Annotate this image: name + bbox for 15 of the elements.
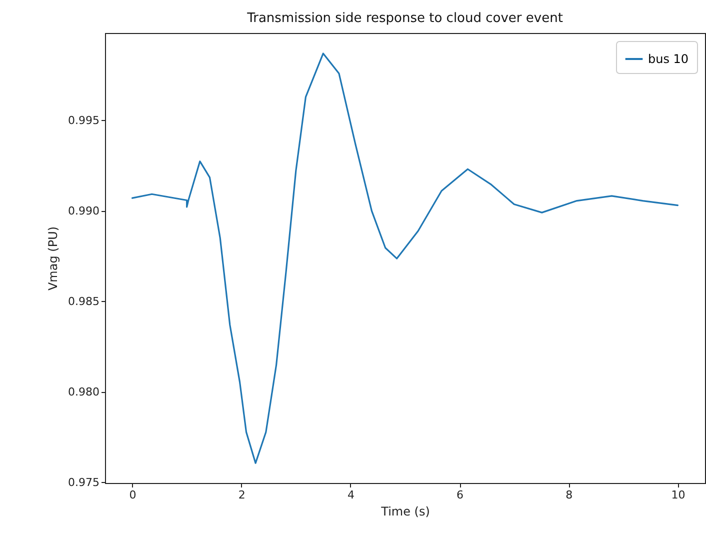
x-tick-label: 4 xyxy=(347,488,354,502)
legend-label: bus 10 xyxy=(648,52,689,66)
y-tick-label: 0.995 xyxy=(68,114,100,127)
x-tick-label: 8 xyxy=(566,488,573,502)
chart-title: Transmission side response to cloud cover event xyxy=(246,11,563,26)
x-tick-label: 6 xyxy=(456,488,464,502)
x-axis-title: Time (s) xyxy=(380,504,430,518)
y-tick-label: 0.990 xyxy=(68,204,100,218)
x-tick-label: 0 xyxy=(129,488,136,502)
y-tick-label: 0.975 xyxy=(68,476,100,489)
y-axis-title: Vmag (PU) xyxy=(46,226,60,291)
x-tick-label: 10 xyxy=(671,488,686,502)
y-tick-label: 0.985 xyxy=(68,294,100,308)
y-tick-label: 0.980 xyxy=(68,385,100,398)
x-tick-label: 2 xyxy=(238,488,246,502)
